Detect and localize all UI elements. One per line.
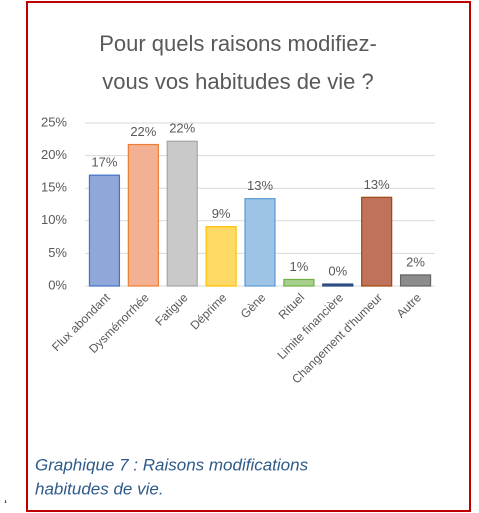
bar	[361, 196, 393, 287]
bar	[283, 278, 315, 287]
bar	[88, 174, 121, 287]
chart-title: vous vos habitudes de vie ?	[102, 69, 374, 94]
bar	[322, 283, 354, 287]
bar	[166, 140, 198, 287]
data-label: 13%	[247, 178, 273, 193]
caption: Graphique 7 : Raisons modifications	[35, 455, 309, 474]
y-tick-label: 20%	[41, 147, 67, 162]
chart-title: Pour quels raisons modifiez-	[99, 31, 377, 56]
y-tick-label: 25%	[41, 114, 67, 129]
data-label: 0%	[328, 263, 347, 278]
caption: habitudes de vie.	[35, 479, 164, 498]
data-label: 22%	[169, 121, 195, 136]
data-label: 22%	[130, 124, 156, 139]
y-tick-label: 10%	[41, 212, 67, 227]
y-tick-label: 0%	[48, 277, 67, 292]
data-label: 1%	[289, 259, 308, 274]
bar	[205, 226, 237, 287]
data-label: 9%	[212, 206, 231, 221]
bar	[244, 198, 276, 287]
data-label: 17%	[91, 155, 117, 170]
bar	[127, 143, 159, 287]
y-tick-label: 15%	[41, 180, 67, 195]
bar	[399, 274, 432, 287]
data-label: 2%	[406, 254, 425, 269]
text-fragment: ‘	[4, 497, 7, 513]
y-tick-label: 5%	[48, 245, 67, 260]
data-label: 13%	[364, 177, 390, 192]
